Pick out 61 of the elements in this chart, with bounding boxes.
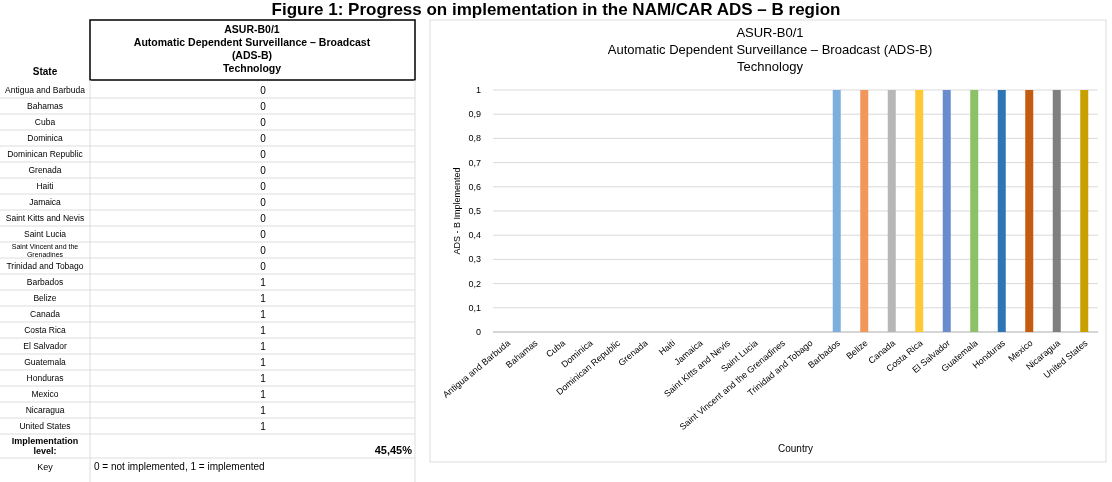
- data-label: 1: [260, 277, 267, 288]
- category-label: Trinidad and Tobago: [6, 261, 84, 271]
- text: State: [32, 66, 58, 77]
- text: 45,45%: [374, 444, 413, 456]
- category-label: Dominican Republic: [7, 149, 84, 159]
- category-label: United States: [19, 421, 71, 431]
- category-label: Saint Kitts and Nevis: [5, 213, 85, 223]
- chart-title: ASUR-B0/1 Automatic Dependent Surveillance – Broadcast (ADS-B) Technology: [607, 25, 933, 74]
- data-label: 0: [260, 85, 267, 96]
- data-label: 1: [260, 325, 267, 336]
- data-label: 0: [260, 213, 267, 224]
- data-label: 0: [260, 165, 267, 176]
- category-label: Canada: [30, 309, 61, 319]
- data-label: 1: [260, 293, 267, 304]
- category-label: Nicaragua: [25, 405, 65, 415]
- data-label: 0: [260, 117, 267, 128]
- data-label: 0: [260, 229, 267, 240]
- data-label: 1: [260, 309, 267, 320]
- category-label: Haiti: [36, 181, 54, 191]
- text: ASUR-B0/1 Automatic Dependent Surveillance – Broadcast (ADS-B) Technology: [133, 23, 371, 74]
- text: Implementation level:: [11, 436, 79, 456]
- category-label: Antigua and Barbuda: [5, 85, 86, 95]
- category-label: Honduras: [26, 373, 64, 383]
- y-tick-label: 0,6: [468, 181, 481, 192]
- data-label: 1: [260, 389, 267, 400]
- data-label: 0: [260, 197, 267, 208]
- y-tick-label: 0,3: [468, 254, 481, 265]
- data-label: 0: [260, 133, 267, 144]
- text: Figure 1: Progress on implementation in the NAM/CAR ADS – B region: [271, 0, 841, 19]
- data-label: 1: [260, 373, 267, 384]
- category-label: Dominica: [27, 133, 63, 143]
- data-label: 0: [260, 101, 267, 112]
- category-label: Grenada: [28, 165, 62, 175]
- data-label: 1: [260, 341, 267, 352]
- y-tick-label: 0,1: [468, 302, 481, 313]
- y-tick-label: 0,2: [468, 278, 481, 289]
- y-tick-label: 0,9: [468, 109, 481, 120]
- y-tick-label: 0: [475, 327, 481, 337]
- category-label: Cuba: [34, 117, 56, 127]
- category-label: Belize: [33, 293, 57, 303]
- x-axis-title: Country: [777, 443, 814, 454]
- y-tick-label: 0,7: [468, 157, 481, 168]
- data-label: 1: [260, 357, 267, 368]
- y-tick-label: 0,4: [468, 230, 481, 241]
- category-label: Barbados: [26, 277, 64, 287]
- data-label: 0: [260, 245, 267, 256]
- category-label: Costa Rica: [24, 325, 67, 335]
- y-tick-label: 0,8: [468, 133, 481, 144]
- data-label: 0: [260, 149, 267, 160]
- data-label: 1: [260, 421, 267, 432]
- data-label: 0: [260, 181, 267, 192]
- category-label: Saint Lucia: [23, 229, 67, 239]
- data-label: 0: [260, 261, 267, 272]
- y-axis-title: ADS - B Implemented: [452, 167, 462, 255]
- y-tick-label: 1: [475, 85, 481, 95]
- data-label: 1: [260, 405, 267, 416]
- y-tick-label: 0,5: [468, 206, 481, 216]
- text: 0 = not implemented, 1 = implemented: [94, 461, 265, 472]
- text: Key: [37, 462, 54, 472]
- category-label: Jamaica: [29, 197, 62, 207]
- category-label: Bahamas: [27, 101, 63, 111]
